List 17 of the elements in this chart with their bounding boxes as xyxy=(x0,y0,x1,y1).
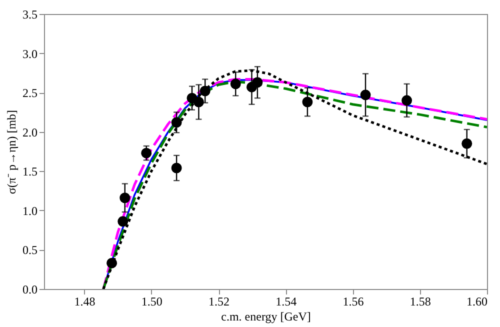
x-axis-title: c.m. energy [GeV] xyxy=(221,310,311,324)
y-tick-label: 1.0 xyxy=(22,204,38,218)
y-tick-label: 0.0 xyxy=(22,282,38,296)
y-tick-label: 3.0 xyxy=(22,46,38,61)
x-tick-label: 1.60 xyxy=(466,294,488,308)
x-tick-label: 1.58 xyxy=(410,294,431,308)
x-tick-label: 1.52 xyxy=(208,294,230,308)
y-tick-label: 0.5 xyxy=(22,243,38,258)
x-tick-label: 1.48 xyxy=(74,294,96,308)
x-tick-label: 1.56 xyxy=(342,294,364,308)
y-tick-label: 3.5 xyxy=(22,8,38,22)
y-tick-label: 1.5 xyxy=(22,164,38,179)
x-tick-label: 1.54 xyxy=(276,294,297,308)
x-tick-label: 1.50 xyxy=(141,294,162,308)
y-axis-title: σ(π⁻ p→ηn) [mb] xyxy=(4,110,18,194)
y-tick-label: 2.5 xyxy=(22,86,38,100)
y-tick-label: 2.0 xyxy=(22,125,38,140)
